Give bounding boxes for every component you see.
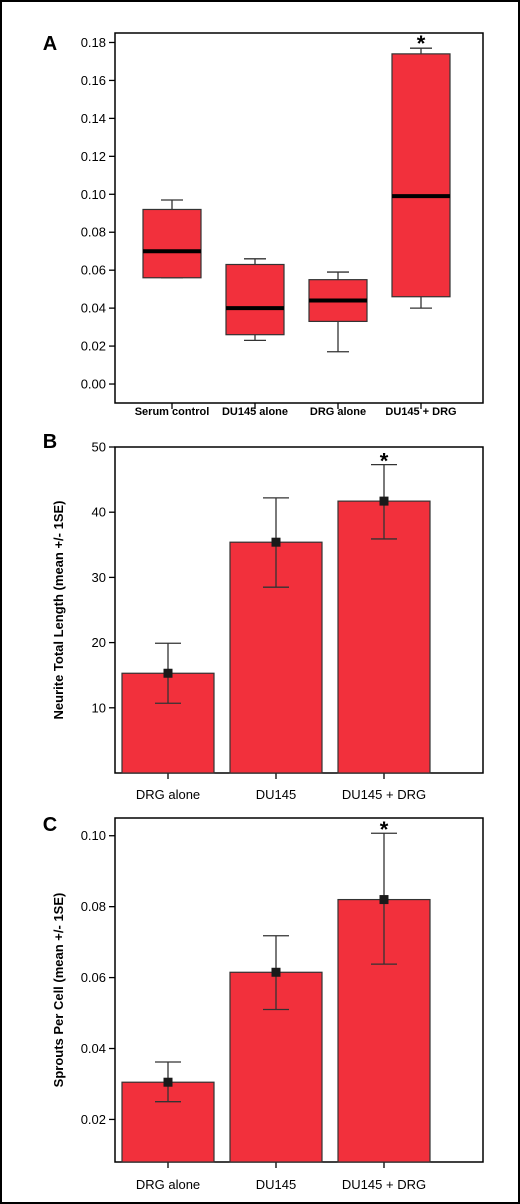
significance-star: * <box>417 31 426 56</box>
y-tick-label: 0.00 <box>81 377 106 392</box>
plot-frame <box>114 32 484 404</box>
y-tick-label: 10 <box>92 700 106 715</box>
y-tick-label: 0.06 <box>81 970 106 985</box>
x-tick-label: Serum control <box>135 406 210 418</box>
y-tick-label: 40 <box>92 505 106 520</box>
x-tick-label: DU145 <box>256 787 296 802</box>
mean-marker <box>163 668 173 678</box>
y-tick-label: 0.14 <box>81 111 106 126</box>
box <box>391 53 451 298</box>
mean-marker <box>163 1077 173 1087</box>
x-tick-label: DU145 + DRG <box>342 1177 426 1192</box>
y-tick-label: 0.06 <box>81 263 106 278</box>
y-tick-label: 0.04 <box>81 301 106 316</box>
x-tick-label: DRG alone <box>310 406 366 418</box>
mean-marker <box>379 895 389 905</box>
y-tick-label: 20 <box>92 635 106 650</box>
y-tick-label: 0.12 <box>81 149 106 164</box>
x-tick-label: DU145 <box>256 1177 296 1192</box>
panel-letter: C <box>43 814 57 836</box>
y-tick-label: 0.10 <box>81 187 106 202</box>
panel-a: A 0.00 0.02 0.04 0.06 0.08 0.10 0.12 0.14 0.16 0.1… <box>43 31 484 418</box>
significance-star: * <box>380 449 389 474</box>
y-tick-label: 0.02 <box>81 339 106 354</box>
y-tick-label: 0.10 <box>81 828 106 843</box>
mean-marker <box>271 967 281 977</box>
x-tick-label: DU145 + DRG <box>342 787 426 802</box>
y-tick-label: 0.04 <box>81 1041 106 1056</box>
x-tick-label: DRG alone <box>136 787 200 802</box>
y-tick-label: 0.08 <box>81 225 106 240</box>
bar <box>337 500 431 774</box>
y-tick-label: 0.02 <box>81 1112 106 1127</box>
x-tick-label: DU145 + DRG <box>385 406 456 418</box>
y-axis-title: Sprouts Per Cell (mean +/- 1SE) <box>51 893 66 1088</box>
panel-letter: A <box>43 33 57 55</box>
y-tick-label: 0.08 <box>81 899 106 914</box>
significance-star: * <box>380 817 389 842</box>
panel-b: B 10 20 30 40 50 Neurite Total Length (mean +/… <box>43 431 484 802</box>
mean-marker <box>379 496 389 506</box>
box <box>225 263 285 336</box>
x-tick-label: DRG alone <box>136 1177 200 1192</box>
y-tick-label: 50 <box>92 440 106 455</box>
panel-c: C 0.02 0.04 0.06 0.08 0.10 Sprouts Per Cell (m… <box>43 814 484 1192</box>
box <box>142 208 202 279</box>
y-axis-title: Neurite Total Length (mean +/- 1SE) <box>51 501 66 720</box>
y-tick-label: 0.16 <box>81 73 106 88</box>
x-tick-label: DU145 alone <box>222 406 288 418</box>
y-tick-label: 30 <box>92 570 106 585</box>
mean-marker <box>271 537 281 547</box>
y-tick-label: 0.18 <box>81 35 106 50</box>
panel-letter: B <box>43 431 57 453</box>
